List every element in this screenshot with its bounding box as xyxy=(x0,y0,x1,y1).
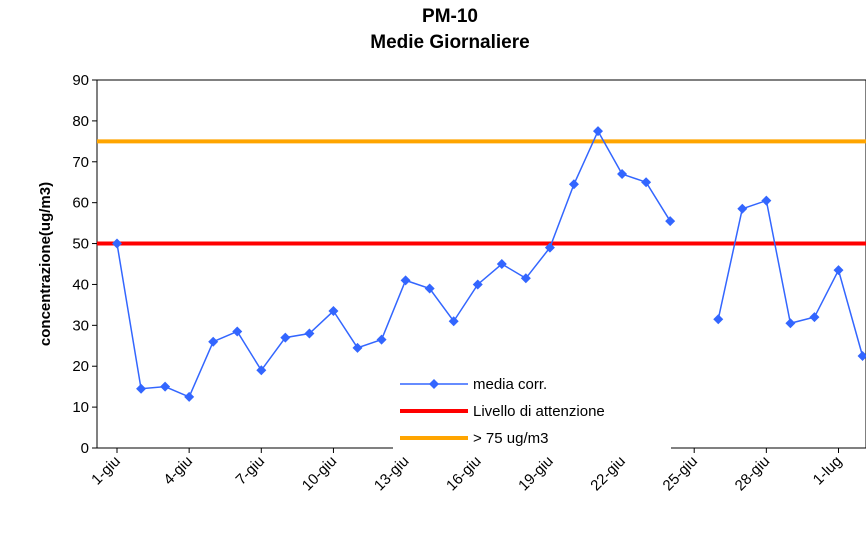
data-point xyxy=(785,318,796,329)
legend-label: Livello di attenzione xyxy=(473,403,605,420)
series-line xyxy=(116,129,864,398)
data-point xyxy=(136,383,147,394)
data-point xyxy=(496,259,507,269)
data-point xyxy=(857,351,866,361)
data-point xyxy=(208,336,219,347)
data-point xyxy=(304,328,315,339)
data-point xyxy=(256,365,267,376)
data-point xyxy=(737,203,748,214)
data-point xyxy=(472,279,483,290)
y-tick-label: 20 xyxy=(72,358,89,375)
x-tick-label: 7-giu xyxy=(233,453,269,489)
x-tick-label: 16-giu xyxy=(443,453,485,495)
x-tick-label: 19-giu xyxy=(515,453,557,495)
data-point xyxy=(112,238,122,249)
data-point xyxy=(400,275,411,286)
data-point xyxy=(160,381,171,392)
legend-swatch xyxy=(429,379,439,389)
legend-label: media corr. xyxy=(473,376,547,393)
data-point xyxy=(520,273,531,284)
data-point xyxy=(617,169,628,180)
y-tick-label: 70 xyxy=(72,154,89,171)
data-point xyxy=(544,242,555,253)
data-point xyxy=(713,314,724,325)
y-tick-label: 30 xyxy=(72,317,89,334)
x-tick-label: 1-giu xyxy=(88,453,124,489)
x-tick-label: 28-giu xyxy=(732,453,774,495)
y-tick-label: 80 xyxy=(72,113,89,130)
data-point xyxy=(665,216,676,227)
x-tick-label: 25-giu xyxy=(660,453,702,495)
x-tick-label: 10-giu xyxy=(299,453,341,495)
data-point xyxy=(280,332,291,343)
data-point xyxy=(761,195,772,206)
x-tick-label: 13-giu xyxy=(371,453,413,495)
legend-label: > 75 ug/m3 xyxy=(473,430,548,447)
chart-subtitle: Medie Giornaliere xyxy=(370,32,529,53)
data-point xyxy=(376,334,387,345)
data-point xyxy=(641,177,652,188)
data-point xyxy=(232,326,243,337)
data-point xyxy=(352,342,363,353)
x-tick-label: 22-giu xyxy=(587,453,629,495)
data-point xyxy=(424,283,435,294)
y-tick-label: 50 xyxy=(72,236,89,253)
y-axis-label: concentrazione(ug/m3) xyxy=(37,182,54,346)
y-tick-label: 60 xyxy=(72,195,89,212)
data-point xyxy=(328,306,339,317)
data-point xyxy=(833,265,844,276)
data-point xyxy=(593,126,603,137)
y-tick-label: 40 xyxy=(72,276,89,293)
x-tick-label: 4-giu xyxy=(160,453,196,489)
data-point xyxy=(568,179,579,190)
data-point xyxy=(448,316,459,327)
x-tick-label: 1-lug xyxy=(810,453,846,489)
y-tick-label: 0 xyxy=(81,440,89,457)
y-tick-label: 10 xyxy=(72,399,89,416)
data-point xyxy=(184,391,195,402)
chart-title: PM-10 xyxy=(422,6,478,27)
data-point xyxy=(809,312,820,323)
y-tick-label: 90 xyxy=(72,72,89,89)
